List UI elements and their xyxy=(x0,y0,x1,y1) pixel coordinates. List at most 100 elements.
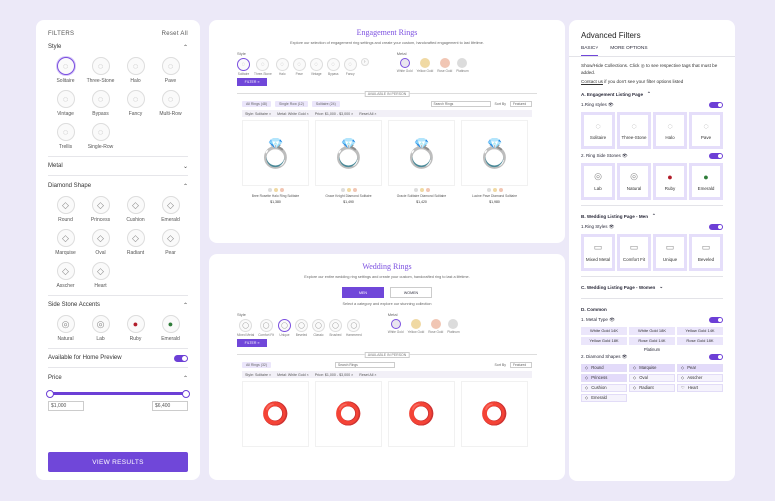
eng-style-bypass[interactable]: ◌ Bypass xyxy=(326,58,340,76)
tab-basic[interactable]: BASIC˅ xyxy=(581,46,599,56)
wed-filter-button[interactable]: FILTER ≡ xyxy=(237,339,267,347)
shape-emerald[interactable]: ◇ Emerald xyxy=(153,196,188,223)
shape-heart[interactable]: ◇ Heart xyxy=(83,262,118,289)
metal-yellow-gold[interactable]: Yellow Gold xyxy=(408,319,424,334)
metal-option[interactable]: White Gold 18K xyxy=(629,326,675,335)
tab-women[interactable]: WOMEN xyxy=(390,287,432,298)
chip-single-row[interactable]: Single Row (12) xyxy=(275,101,308,107)
shape-option[interactable]: ◇ Princess xyxy=(581,373,627,382)
wed-style-classic[interactable]: ◯ Classic xyxy=(311,319,325,337)
style-multi-row[interactable]: ◌ Multi-Row xyxy=(153,90,188,117)
sort-select[interactable]: Featured xyxy=(510,101,532,107)
product-card[interactable]: ⭕ xyxy=(315,381,382,447)
search-input[interactable]: Search Rings xyxy=(430,101,491,107)
style-bypass[interactable]: ◌ Bypass xyxy=(83,90,118,117)
chevron-up-icon[interactable]: ⌃ xyxy=(647,91,651,97)
eye-icon[interactable]: 👁 xyxy=(608,223,615,229)
active-filter-metal[interactable]: Metal: White Gold × xyxy=(277,372,309,377)
side-emerald[interactable]: ● Emerald xyxy=(153,315,188,342)
active-filter-reset[interactable]: Reset All × xyxy=(359,372,377,377)
shape-option[interactable]: ◇ Pear xyxy=(677,363,723,372)
eye-icon[interactable]: 👁 xyxy=(622,152,628,158)
wed-style-mixed-metal[interactable]: ◯ Mixed Metal xyxy=(237,319,254,337)
card-lab[interactable]: ◎ Lab xyxy=(581,162,615,200)
contact-us-link[interactable]: Contact us xyxy=(581,78,603,84)
active-filter-style[interactable]: Style: Solitaire × xyxy=(245,372,272,377)
product-card[interactable]: ⭕ xyxy=(461,381,528,447)
chevron-up-icon[interactable]: ⌃ xyxy=(182,375,188,382)
shape-option[interactable]: ♡ Heart xyxy=(677,383,723,392)
active-filter-metal[interactable]: Metal: White Gold × xyxy=(277,111,309,116)
card-pave[interactable]: ◌ Pave xyxy=(689,111,723,149)
eye-icon[interactable]: 👁 xyxy=(621,353,628,359)
home-preview-toggle[interactable] xyxy=(174,354,188,362)
eng-style-three-stone[interactable]: ◌ Three-Stone xyxy=(254,58,272,76)
product-card[interactable]: 💍 Bree Rosette Halo Ring Solitaire $1,380 xyxy=(242,120,309,204)
card-mixed-metal[interactable]: ▭ Mixed Metal xyxy=(581,233,615,271)
eng-style-solitaire[interactable]: ◌ Solitaire xyxy=(237,58,250,76)
chevron-up-icon[interactable]: ⌃ xyxy=(182,302,188,309)
metal-option[interactable]: Rose Gold 14K xyxy=(629,336,675,345)
metal-white-gold[interactable]: White Gold xyxy=(388,319,404,334)
style-pave[interactable]: ◌ Pave xyxy=(153,57,188,84)
chevron-up-icon[interactable]: ⌃ xyxy=(182,183,188,190)
price-max-input[interactable]: $6,400 xyxy=(152,401,188,411)
metal-option[interactable]: Yellow Gold 14K xyxy=(677,326,723,335)
tab-men[interactable]: MEN xyxy=(342,287,384,298)
shape-round[interactable]: ◇ Round xyxy=(48,196,83,223)
product-card[interactable]: ⭕ xyxy=(388,381,455,447)
price-min-input[interactable]: $1,000 xyxy=(48,401,84,411)
eng-style-halo[interactable]: ◌ Halo xyxy=(275,58,289,76)
shape-option[interactable]: ◇ Emerald xyxy=(581,393,627,402)
card-solitaire[interactable]: ◌ Solitaire xyxy=(581,111,615,149)
side-ruby[interactable]: ● Ruby xyxy=(118,315,153,342)
style-single-row[interactable]: ◌ Single-Row xyxy=(83,123,118,150)
chip-solitaire[interactable]: Solitaire (24) xyxy=(311,101,340,107)
product-card[interactable]: ⭕ xyxy=(242,381,309,447)
metal-rose-gold[interactable]: Rose Gold xyxy=(428,319,443,334)
metal-platinum[interactable]: Platinum xyxy=(456,58,469,73)
shape-option[interactable]: ◇ Round xyxy=(581,363,627,372)
card-natural[interactable]: ◎ Natural xyxy=(617,162,651,200)
eng-style-fancy[interactable]: ◌ Fancy xyxy=(343,58,357,76)
shape-option[interactable]: ◇ Cushion xyxy=(581,383,627,392)
side-natural[interactable]: ◎ Natural xyxy=(48,315,83,342)
card-ruby[interactable]: ● Ruby xyxy=(653,162,687,200)
men-ring-styles-toggle[interactable] xyxy=(709,223,723,230)
eye-icon[interactable]: 👁 xyxy=(609,316,615,322)
metal-option[interactable]: Rose Gold 18K xyxy=(677,336,723,345)
chevron-down-icon[interactable]: ⌄ xyxy=(659,284,664,290)
active-filter-style[interactable]: Style: Solitaire × xyxy=(245,111,272,116)
shape-cushion[interactable]: ◇ Cushion xyxy=(118,196,153,223)
shape-option[interactable]: ◇ Asscher xyxy=(677,373,723,382)
chevron-up-icon[interactable]: ⌃ xyxy=(182,44,188,51)
ring-styles-toggle[interactable] xyxy=(709,101,723,108)
metal-platinum[interactable]: Platinum xyxy=(447,319,460,334)
shape-marquise[interactable]: ◇ Marquise xyxy=(48,229,83,256)
eng-filter-button[interactable]: FILTER ≡ xyxy=(237,78,267,86)
tab-more-options[interactable]: MORE OPTIONS xyxy=(610,46,648,51)
metal-option[interactable]: Yellow Gold 18K xyxy=(581,336,627,345)
metal-white-gold[interactable]: White Gold xyxy=(397,58,413,73)
sort-select[interactable]: Featured xyxy=(510,362,532,368)
wed-style-beveled[interactable]: ◯ Beveled xyxy=(294,319,308,337)
metal-option-platinum[interactable]: Platinum xyxy=(643,346,661,352)
shape-option[interactable]: ◇ Marquise xyxy=(629,363,675,372)
eng-style-pave[interactable]: ◌ Pave xyxy=(292,58,306,76)
style-three-stone[interactable]: ◌ Three-Stone xyxy=(83,57,118,84)
card-emerald[interactable]: ● Emerald xyxy=(689,162,723,200)
chevron-down-icon[interactable]: ⌄ xyxy=(182,163,188,170)
eye-icon[interactable]: 👁 xyxy=(608,101,614,107)
card-halo[interactable]: ◌ Halo xyxy=(653,111,687,149)
diamond-shapes-toggle[interactable] xyxy=(709,353,723,360)
wed-style-hammered[interactable]: ◯ Hammered xyxy=(346,319,362,337)
shape-princess[interactable]: ◇ Princess xyxy=(83,196,118,223)
wed-style-comfort-fit[interactable]: ◯ Comfort Fit xyxy=(258,319,274,337)
chip-all-rings[interactable]: All Rings (32) xyxy=(242,362,272,368)
eng-style-vintage[interactable]: ◌ Vintage xyxy=(309,58,323,76)
shape-option[interactable]: ◇ Radiant xyxy=(629,383,675,392)
metal-rose-gold[interactable]: Rose Gold xyxy=(437,58,452,73)
metal-type-toggle[interactable] xyxy=(709,316,723,323)
style-fancy[interactable]: ◌ Fancy xyxy=(118,90,153,117)
card-beveled[interactable]: ▭ Beveled xyxy=(689,233,723,271)
